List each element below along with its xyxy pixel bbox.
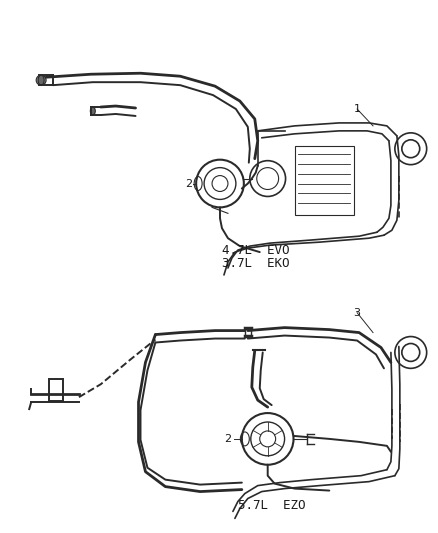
- Text: 4.7L  EVO: 4.7L EVO: [222, 244, 290, 256]
- Text: 2: 2: [224, 434, 232, 444]
- Text: 3.7L  EKO: 3.7L EKO: [222, 256, 290, 270]
- Circle shape: [36, 75, 46, 85]
- Bar: [294, 146, 354, 215]
- Text: 1: 1: [353, 104, 360, 114]
- Ellipse shape: [38, 75, 44, 85]
- Text: 3: 3: [353, 308, 360, 318]
- Bar: [49, 379, 63, 401]
- Text: 5.7L  EZO: 5.7L EZO: [238, 499, 305, 512]
- Ellipse shape: [90, 107, 95, 115]
- Text: 2: 2: [185, 179, 192, 189]
